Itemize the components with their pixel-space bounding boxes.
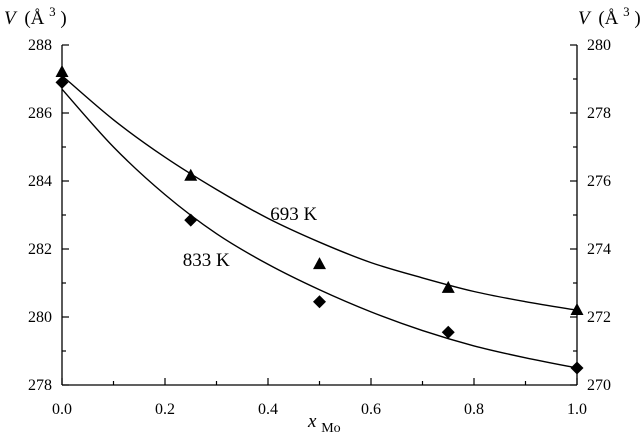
left-y-axis-title: V (Å 3 ) — [4, 0, 67, 29]
triangle-marker-693-k — [184, 168, 198, 181]
right-y-axis-title: V (Å 3 ) — [578, 0, 640, 29]
left-tick-label: 278 — [28, 377, 52, 394]
diamond-marker-833-k — [184, 213, 198, 227]
x-tick-label: 0.8 — [464, 401, 484, 418]
right-tick-label: 280 — [587, 37, 611, 54]
left-tick-label: 282 — [28, 241, 52, 258]
triangle-marker-693-k — [570, 303, 584, 315]
right-tick-label: 270 — [587, 377, 611, 394]
x-axis-title: x Mo — [307, 411, 341, 435]
right-tick-label: 274 — [587, 241, 611, 258]
x-tick-label: 1.0 — [567, 401, 587, 418]
x-tick-label: 0.0 — [52, 401, 72, 418]
series-label: 833 K — [183, 250, 230, 271]
right-tick-label: 278 — [587, 105, 611, 122]
diamond-marker-833-k — [441, 325, 455, 339]
right-y-axis: 270 272 274 276 278 280 — [570, 37, 611, 394]
data-markers — [55, 65, 584, 375]
triangle-marker-693-k — [55, 65, 69, 77]
diamond-marker-833-k — [313, 295, 326, 309]
left-tick-label: 288 — [28, 37, 52, 54]
x-tick-label: 0.4 — [258, 401, 278, 418]
triangle-marker-693-k — [313, 257, 326, 270]
right-tick-label: 272 — [587, 309, 611, 326]
series-label: 693 K — [270, 204, 317, 225]
fit-curves — [61, 75, 578, 369]
right-tick-label: 276 — [587, 173, 611, 190]
series-annotations: 693 K 833 K — [183, 204, 318, 271]
triangle-marker-693-k — [441, 280, 455, 293]
fit-curve-833-k — [61, 88, 578, 369]
x-tick-label: 0.6 — [361, 401, 381, 418]
left-tick-label: 280 — [28, 309, 52, 326]
x-axis: 0.0 0.2 0.4 0.6 0.8 1.0 — [52, 378, 587, 418]
left-tick-label: 284 — [28, 173, 52, 190]
diamond-marker-833-k — [570, 361, 584, 375]
left-tick-label: 286 — [28, 105, 52, 122]
diamond-marker-833-k — [55, 75, 69, 89]
plot-frame — [61, 45, 578, 386]
x-tick-label: 0.2 — [155, 401, 175, 418]
fit-curve-693-k — [61, 75, 578, 311]
